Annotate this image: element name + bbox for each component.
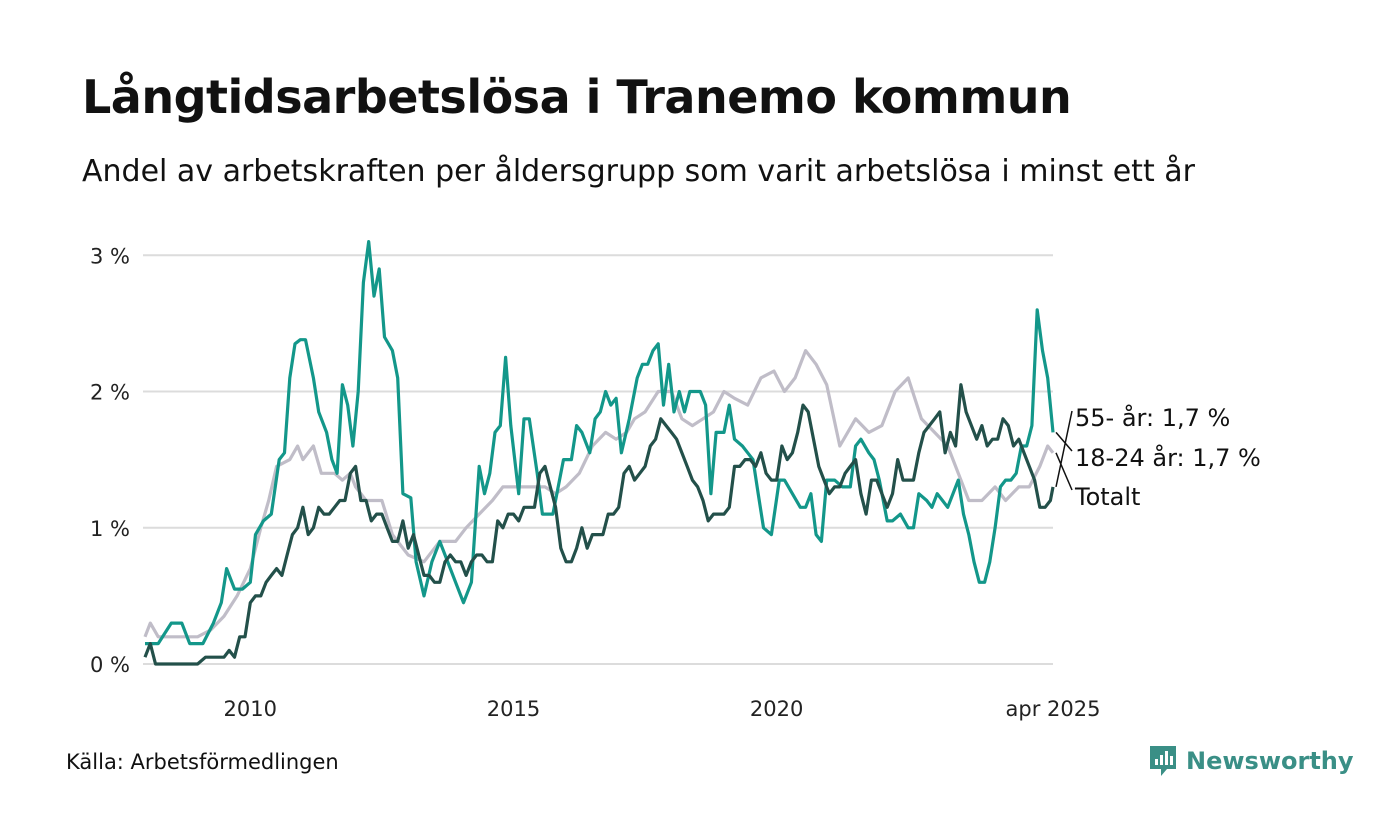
brand-name: Newsworthy <box>1186 747 1354 775</box>
bar-chart-icon <box>1150 746 1176 776</box>
grid-lines <box>143 254 1053 665</box>
x-tick-label: 2010 <box>224 697 277 721</box>
series-lines <box>143 240 1055 666</box>
source-note: Källa: Arbetsförmedlingen <box>66 750 339 774</box>
x-axis-ticks: 2010 2015 2020 apr 2025 <box>224 697 1101 721</box>
series-end-label: Totalt <box>1074 483 1140 511</box>
series-end-label: 18-24 år: 1,7 % <box>1075 443 1261 472</box>
x-tick-label: 2020 <box>750 697 803 721</box>
y-tick-label: 2 % <box>90 381 130 405</box>
chart-title: Långtidsarbetslösa i Tranemo kommun <box>82 70 1072 124</box>
chart-subtitle: Andel av arbetskraften per åldersgrupp s… <box>82 154 1195 189</box>
label-connector <box>1055 410 1073 488</box>
end-labels: 55- år: 1,7 % 18-24 år: 1,7 % Totalt <box>1055 403 1261 511</box>
series-end-label: 55- år: 1,7 % <box>1075 403 1230 432</box>
x-tick-label: apr 2025 <box>1006 697 1101 721</box>
y-tick-label: 3 % <box>90 244 130 268</box>
y-tick-label: 0 % <box>90 653 130 677</box>
label-connector <box>1055 452 1073 491</box>
series-line-0 <box>143 349 1055 639</box>
x-tick-label: 2015 <box>487 697 540 721</box>
y-axis-ticks: 0 % 1 % 2 % 3 % <box>90 244 130 677</box>
newsworthy-logo: Newsworthy <box>1148 744 1354 778</box>
series-line-2 <box>143 383 1055 666</box>
series-line-1 <box>145 240 1055 646</box>
y-tick-label: 1 % <box>90 517 130 541</box>
label-connector <box>1055 431 1073 452</box>
